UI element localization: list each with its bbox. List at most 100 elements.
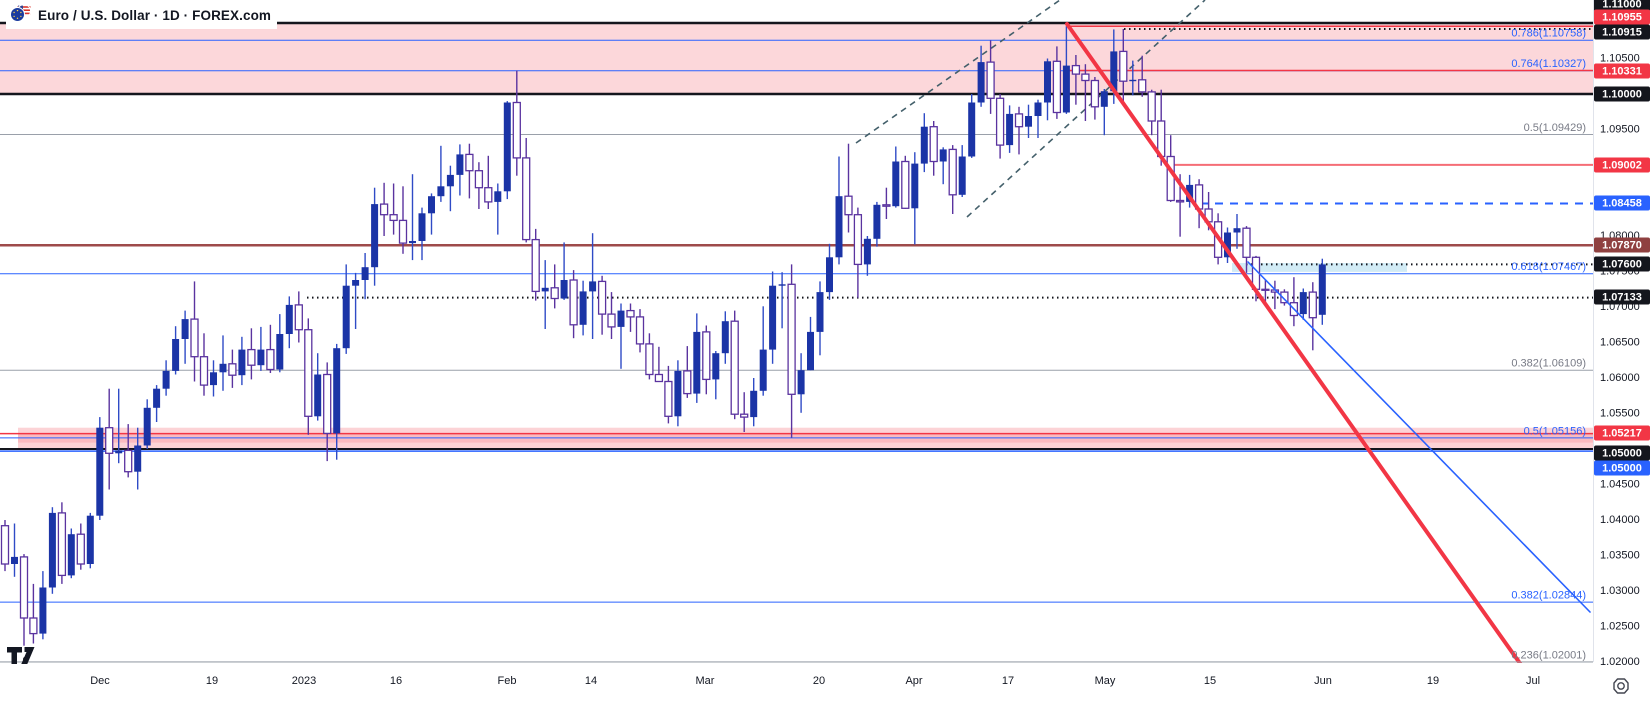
candle-up	[342, 285, 350, 349]
candle-down	[1166, 155, 1175, 202]
candle-down	[1242, 227, 1251, 258]
fib-label[interactable]: 0.618(1.07467)	[1511, 261, 1586, 273]
fib-label[interactable]: 0.236(1.02001)	[1511, 649, 1586, 661]
candle-up	[911, 163, 919, 209]
candle-up	[863, 238, 871, 265]
candle-down	[266, 348, 275, 371]
candle-up	[456, 154, 464, 175]
candle-up	[67, 534, 75, 576]
fib-label[interactable]: 0.5(1.05156)	[1524, 425, 1586, 437]
candle-up	[210, 372, 217, 386]
candle-up	[276, 334, 284, 370]
candle-down	[1090, 79, 1100, 108]
candle-up	[797, 370, 805, 395]
time-tick[interactable]: Apr	[905, 675, 922, 687]
svg-text:1.05217: 1.05217	[1602, 427, 1642, 439]
candle-up	[1025, 116, 1032, 127]
tradingview-logo[interactable]	[6, 646, 36, 671]
price-badge	[1594, 24, 1650, 40]
candle-down	[683, 370, 692, 395]
time-axis[interactable]	[0, 662, 1593, 705]
price-badge	[1594, 0, 1650, 12]
candle-down	[882, 204, 891, 207]
candle-down	[597, 280, 607, 315]
candle-down	[105, 427, 114, 454]
candle-up	[721, 321, 729, 354]
fib-labels: 0.786(1.10758) 0.764(1.10327) 0.5(1.09429)…	[1511, 28, 1586, 662]
candle-up	[873, 204, 881, 239]
blue-projection[interactable]	[1247, 261, 1591, 613]
candle-up	[409, 241, 416, 244]
axis-settings-gear-button[interactable]	[1610, 675, 1632, 702]
fib-label[interactable]: 0.764(1.10327)	[1511, 58, 1586, 70]
time-tick[interactable]: 2023	[292, 675, 316, 687]
time-tick[interactable]: Mar	[696, 675, 715, 687]
time-tick[interactable]: Jul	[1526, 675, 1540, 687]
time-tick[interactable]: 15	[1204, 675, 1216, 687]
fib-label[interactable]: 0.382(1.06109)	[1511, 358, 1586, 370]
candle-up	[807, 331, 814, 371]
time-tick[interactable]: 19	[1427, 675, 1439, 687]
candle-down	[995, 97, 1005, 146]
candle-down	[702, 331, 711, 381]
candle-up	[48, 512, 56, 588]
candle-down	[484, 187, 493, 203]
fib-label[interactable]: 0.5(1.09429)	[1524, 122, 1586, 134]
time-tick[interactable]: 20	[813, 675, 825, 687]
price-badge	[1594, 9, 1650, 25]
candle-up	[238, 349, 246, 376]
zone	[0, 23, 1593, 94]
candle-up	[835, 196, 843, 258]
candle-down	[569, 279, 578, 326]
candle-down	[522, 157, 531, 241]
candle-up	[371, 204, 379, 268]
time-tick[interactable]: 14	[585, 675, 597, 687]
svg-text:1.07133: 1.07133	[1602, 291, 1642, 303]
fib-label[interactable]: 0.786(1.10758)	[1511, 28, 1586, 40]
time-tick[interactable]: 17	[1002, 675, 1014, 687]
candle-up	[826, 257, 833, 293]
red-downtrend[interactable]	[1065, 22, 1538, 688]
candle-up	[494, 191, 502, 202]
candle-down	[1081, 73, 1090, 82]
candle-up	[920, 126, 928, 164]
candle-down	[379, 203, 389, 216]
time-ticks: Dec 19 2023 16 Feb 14 Mar 20 Apr 17 May 15 Jun 19 Jul	[90, 675, 1540, 687]
candle-up	[153, 388, 161, 408]
candle-up	[939, 149, 947, 162]
candle-down	[1071, 64, 1081, 75]
candle-down	[664, 380, 673, 417]
candle-up	[143, 407, 151, 446]
candle-down	[787, 283, 796, 395]
candle-up	[1044, 61, 1051, 103]
time-tick[interactable]: 16	[390, 675, 402, 687]
candle-down	[512, 101, 521, 159]
fib-label[interactable]: 0.382(1.02844)	[1511, 590, 1586, 602]
time-tick[interactable]: Dec	[90, 675, 110, 687]
candle-down	[57, 512, 67, 577]
candle-down	[19, 556, 29, 619]
symbol-header[interactable]: Euro / U.S. Dollar · 1D · FOREX.com	[6, 2, 278, 29]
candle-up	[172, 339, 180, 371]
candle-down	[1280, 291, 1289, 304]
candle-down	[1308, 291, 1317, 319]
time-tick[interactable]: Jun	[1314, 675, 1332, 687]
candle-down	[1261, 288, 1270, 291]
price-axis[interactable]	[1593, 0, 1651, 662]
candle-up	[617, 310, 625, 327]
svg-text:1.08458: 1.08458	[1602, 197, 1642, 209]
price-tick: 1.03500	[1600, 549, 1640, 561]
time-tick[interactable]: Feb	[498, 675, 517, 687]
candle-up	[1006, 113, 1014, 146]
price-tick: 1.02000	[1600, 656, 1640, 668]
eurusd-flag-pair-icon	[8, 3, 32, 28]
time-tick[interactable]: 19	[206, 675, 218, 687]
candle-up	[968, 102, 976, 157]
time-tick[interactable]: May	[1095, 675, 1116, 687]
price-tick: 1.10500	[1600, 52, 1640, 64]
candle-down	[0, 525, 10, 565]
price-badge	[1594, 63, 1650, 79]
candle-down	[199, 356, 209, 386]
